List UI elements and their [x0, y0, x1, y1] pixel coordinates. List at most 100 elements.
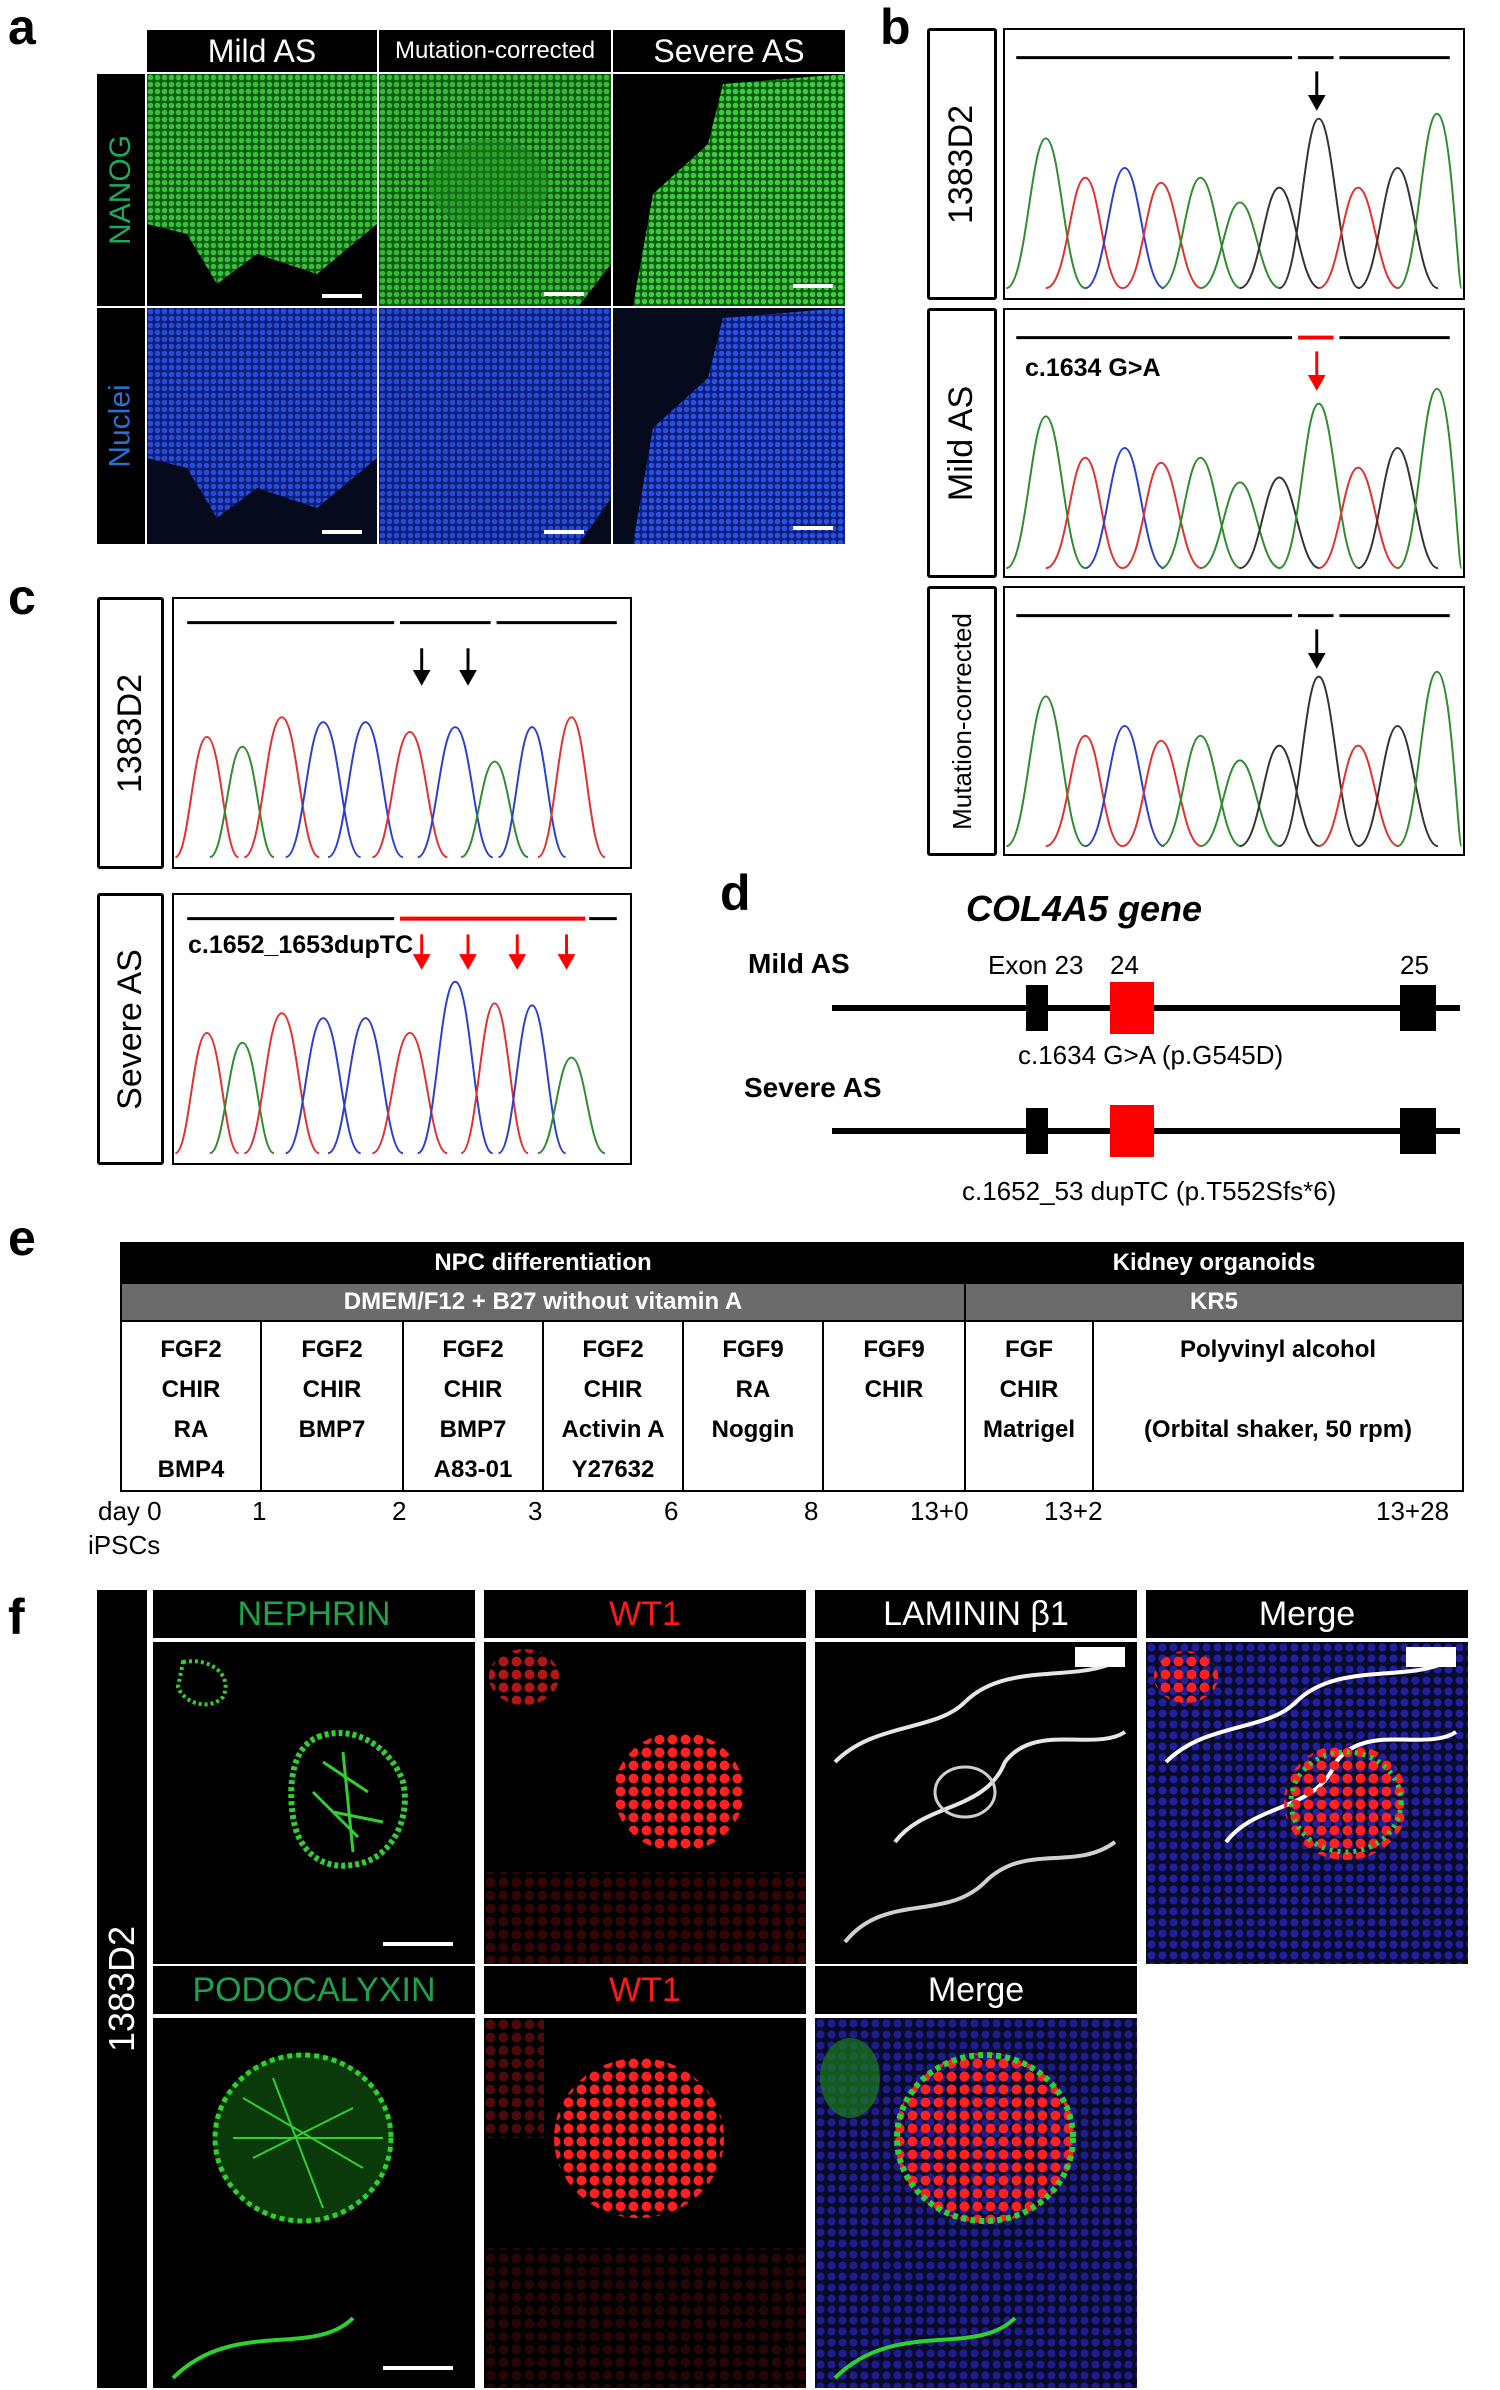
nuclei-mild-as-image: [147, 308, 377, 544]
scale-bar: [383, 1942, 453, 1946]
factor: FGF9: [863, 1336, 925, 1363]
exon-box: [1026, 1108, 1048, 1154]
panel-label-b: b: [880, 0, 911, 55]
factor: BMP7: [298, 1416, 366, 1443]
trace-svg: [1006, 614, 1463, 848]
header-wt1-2: WT1: [484, 1966, 806, 2014]
exon-box: [1026, 985, 1048, 1031]
factor: Matrigel: [982, 1416, 1075, 1443]
stage-cell-5: FGF9 CHIR: [822, 1320, 966, 1492]
stage-cell-7: Polyvinyl alcohol (Orbital shaker, 50 rp…: [1092, 1320, 1464, 1492]
stage-cell-0: FGF2 CHIR RA BMP4: [120, 1320, 262, 1492]
factor: RA: [173, 1416, 209, 1443]
day-tick: 13+0: [910, 1496, 969, 1526]
trace-svg: [1005, 335, 1463, 570]
chromatogram-c-1383d2: [172, 597, 632, 869]
scale-bar: [322, 530, 362, 534]
day-tick: 1: [252, 1496, 267, 1526]
chromatogram-b-mutation-corrected: [1003, 586, 1465, 856]
factor: CHIR: [302, 1376, 362, 1403]
header-merge: Merge: [1146, 1590, 1468, 1638]
stage-cell-2: FGF2 CHIR BMP7 A83-01: [402, 1320, 544, 1492]
factor: FGF2: [160, 1336, 222, 1363]
podocalyxin-image: [153, 2018, 475, 2388]
panel-label-e: e: [8, 1210, 36, 1266]
start-label: iPSCs: [88, 1530, 161, 1560]
merge-image-1: [1146, 1642, 1468, 1964]
label-box-1383d2: 1383D2: [927, 28, 997, 300]
chromatogram-c-severe-as: c.1652_1653dupTC: [172, 893, 632, 1165]
nanog-mild-as-image: [147, 74, 377, 306]
organoid-header: Kidney organoids: [964, 1242, 1464, 1284]
scale-bar: [793, 526, 833, 530]
gene-title: COL4A5 gene: [966, 888, 1203, 929]
gene-annotation-severe: c.1652_53 dupTC (p.T552Sfs*6): [962, 1176, 1337, 1206]
factor: Y27632: [571, 1456, 655, 1483]
mutation-label-b: c.1634 G>A: [1025, 354, 1161, 382]
scale-bar: [544, 292, 584, 296]
factor: Activin A: [561, 1416, 665, 1443]
npc-header: NPC differentiation: [120, 1242, 966, 1284]
panel-label-c: c: [8, 569, 36, 625]
culture-protocol-table: NPC differentiation Kidney organoids DME…: [120, 1242, 1464, 1492]
row-label-nanog: NANOG: [97, 74, 145, 306]
label-box-c-severe-as: Severe AS: [97, 893, 164, 1165]
panel-label-d: d: [720, 865, 751, 921]
factor: RA: [735, 1376, 771, 1403]
gene-row-label-mild-as: Mild AS: [748, 948, 850, 979]
header-laminin-b1: LAMININ β1: [815, 1590, 1137, 1638]
scale-bar: [793, 284, 833, 288]
day-tick: 13+28: [1376, 1496, 1450, 1526]
day-tick: 3: [528, 1496, 543, 1526]
label-box-mutation-corrected: Mutation-corrected: [927, 586, 997, 856]
col-header-mutation-corrected: Mutation-corrected: [379, 30, 611, 72]
trace-svg: [174, 621, 617, 859]
day-tick: 13+2: [1044, 1496, 1103, 1526]
panel-label-f: f: [8, 1589, 25, 1645]
day-tick: 2: [392, 1496, 407, 1526]
exon-box: [1400, 985, 1436, 1031]
nuclei-severe-as-image: [613, 308, 845, 544]
day-tick: 6: [664, 1496, 679, 1526]
exon-23-label: Exon 23: [988, 950, 1084, 980]
chromatogram-b-mild-as: c.1634 G>A: [1003, 308, 1465, 578]
mutated-exon-box: [1110, 1105, 1154, 1157]
factor: Polyvinyl alcohol: [1179, 1336, 1377, 1363]
laminin-image: [815, 1642, 1137, 1964]
factor: FGF2: [582, 1336, 644, 1363]
header-nephrin: NEPHRIN: [153, 1590, 475, 1638]
trace-svg: [174, 916, 617, 1155]
exon-24-label: 24: [1110, 950, 1139, 980]
mutation-label-c: c.1652_1653dupTC: [188, 931, 414, 959]
factor: FGF9: [722, 1336, 784, 1363]
factor: BMP4: [157, 1456, 225, 1483]
label-box-c-1383d2: 1383D2: [97, 597, 164, 869]
nephrin-image: [153, 1642, 475, 1964]
mutated-exon-box: [1110, 982, 1154, 1034]
factor: CHIR: [999, 1376, 1059, 1403]
panel-label-a: a: [8, 0, 36, 55]
nanog-severe-as-image: [613, 74, 845, 306]
factor: FGF: [1005, 1336, 1053, 1363]
nuclei-mutation-corrected-image: [379, 308, 611, 544]
factor: CHIR: [443, 1376, 503, 1403]
label-box-mild-as: Mild AS: [927, 308, 997, 578]
gene-row-label-severe-as: Severe AS: [744, 1072, 882, 1103]
factor: CHIR: [161, 1376, 221, 1403]
wt1-image-1: [484, 1642, 806, 1964]
stage-cell-3: FGF2 CHIR Activin A Y27632: [542, 1320, 684, 1492]
exon-box: [1400, 1108, 1436, 1154]
factor: (Orbital shaker, 50 rpm): [1143, 1416, 1413, 1443]
npc-medium: DMEM/F12 + B27 without vitamin A: [120, 1282, 966, 1322]
nanog-mutation-corrected-image: [379, 74, 611, 306]
trace-svg: [1005, 56, 1463, 290]
header-wt1: WT1: [484, 1590, 806, 1638]
factor: CHIR: [583, 1376, 643, 1403]
header-podocalyxin: PODOCALYXIN: [153, 1966, 475, 2014]
factor: Noggin: [711, 1416, 795, 1443]
day-tick: 8: [804, 1496, 819, 1526]
organoid-medium: KR5: [964, 1282, 1464, 1322]
exon-25-label: 25: [1400, 950, 1429, 980]
col-header-severe-as: Severe AS: [613, 30, 845, 72]
scale-bar: [322, 294, 362, 298]
